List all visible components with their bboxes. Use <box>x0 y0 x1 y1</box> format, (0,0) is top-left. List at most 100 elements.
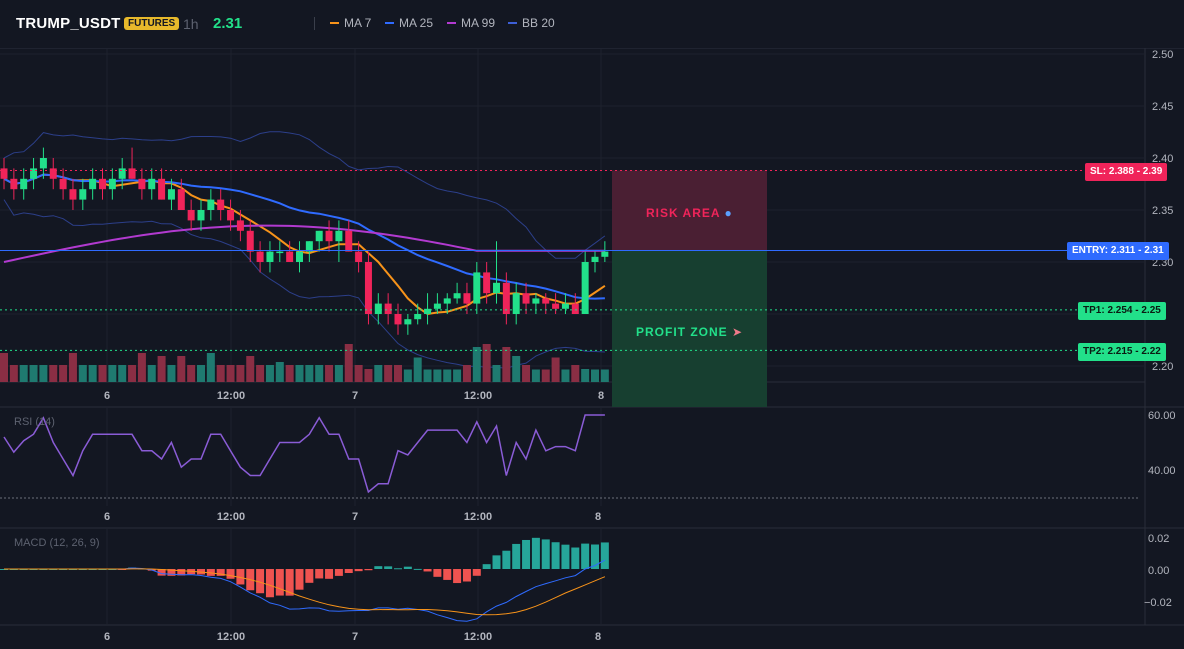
volume-bar <box>384 365 393 382</box>
trade-zones <box>612 170 767 407</box>
risk-area-label: RISK AREA ● <box>646 206 733 220</box>
volume-bar <box>59 365 68 382</box>
price-tick: 2.30 <box>1152 257 1173 269</box>
candle-body <box>10 178 18 190</box>
macd-histogram-bar <box>541 539 550 569</box>
volume-bars <box>0 344 609 382</box>
moving-averages <box>3 173 606 316</box>
time-axis-price: 6 12:00 7 12:00 8 <box>104 390 604 402</box>
volume-bar <box>88 365 97 382</box>
volume-bar <box>334 365 343 382</box>
time-axis-rsi: 6 12:00 7 12:00 8 <box>104 511 601 523</box>
price-tick: 2.35 <box>1152 205 1173 217</box>
macd-histogram-bar <box>177 569 186 576</box>
volume-bar <box>197 365 205 382</box>
macd-histogram-bar <box>492 555 501 569</box>
time-tick: 7 <box>352 390 358 402</box>
macd-histogram-bar <box>394 568 402 570</box>
candle-body <box>325 230 333 242</box>
time-tick: 12:00 <box>217 511 245 523</box>
candle-body <box>345 230 353 252</box>
candle-body <box>148 178 156 190</box>
macd-histogram-bar <box>364 569 373 571</box>
tp2-tag: TP2: 2.215 - 2.22 <box>1078 343 1166 361</box>
volume-bar <box>492 365 501 382</box>
volume-bar <box>354 365 363 382</box>
candle-body <box>364 262 372 314</box>
volume-bar <box>39 365 48 382</box>
volume-bar <box>462 365 471 382</box>
candle-body <box>276 251 284 254</box>
volume-bar <box>157 356 166 382</box>
candle-body <box>305 241 313 252</box>
symbol-name[interactable]: TRUMP_USDT <box>16 15 121 32</box>
candle-body <box>542 298 550 304</box>
legend-bb20[interactable]: BB 20 <box>508 16 555 30</box>
macd-histogram-bar <box>157 569 166 576</box>
legend-ma25-label: MA 25 <box>399 16 434 30</box>
bb20-swatch-icon <box>508 22 517 24</box>
macd-pane <box>0 537 609 622</box>
candle-body <box>601 251 609 257</box>
bb-lower-line <box>3 199 605 369</box>
volume-bar <box>108 365 117 382</box>
volume-bar <box>423 369 432 382</box>
candle-body <box>561 303 569 309</box>
volume-bar <box>177 356 186 382</box>
volume-bar <box>600 369 609 382</box>
candle-body <box>187 210 195 221</box>
volume-bar <box>49 365 58 382</box>
candle-body <box>236 220 244 231</box>
time-tick: 6 <box>104 390 110 402</box>
volume-bar <box>453 369 462 382</box>
macd-histogram-bar <box>482 564 491 569</box>
macd-histogram-bar <box>433 569 442 577</box>
macd-histogram-bar <box>581 543 590 569</box>
futures-badge: FUTURES <box>124 17 180 30</box>
macd-histogram-bar <box>236 569 245 585</box>
candle-body <box>453 293 461 299</box>
volume-bar <box>403 369 412 382</box>
volume-bar <box>472 347 481 382</box>
candle-body <box>394 314 402 325</box>
rsi-tick: 60.00 <box>1148 410 1176 422</box>
macd-histogram-bar <box>531 537 540 569</box>
shield-icon: ● <box>724 206 733 220</box>
legend-ma7[interactable]: MA 7 <box>330 16 371 30</box>
volume-bar <box>68 353 77 382</box>
candle-body <box>483 272 491 294</box>
volume-bar <box>285 365 294 382</box>
trade-levels <box>0 169 1145 351</box>
macd-histogram-bar <box>462 569 471 582</box>
candle-body <box>108 178 116 190</box>
macd-axis: 0.02 0.00 −0.02 <box>1144 533 1172 609</box>
candle-body <box>335 230 343 242</box>
candle-body <box>522 293 530 304</box>
macd-histogram-bar <box>216 569 225 576</box>
legend-ma99[interactable]: MA 99 <box>447 16 495 30</box>
header-divider <box>314 17 315 30</box>
volume-bar <box>374 365 383 382</box>
macd-histogram-bar <box>325 569 334 579</box>
macd-histogram-bar <box>502 550 511 569</box>
macd-histogram-bar <box>265 569 274 598</box>
volume-bar <box>522 365 531 382</box>
header-separator <box>0 48 1184 49</box>
volume-bar <box>246 356 255 382</box>
grid-lines <box>0 49 1145 625</box>
legend-ma25[interactable]: MA 25 <box>385 16 433 30</box>
candle-body <box>571 303 579 314</box>
macd-histogram-bar <box>591 544 599 569</box>
candle-body <box>89 178 97 190</box>
candle-body <box>246 230 254 252</box>
volume-bar <box>561 369 570 382</box>
timeframe-label[interactable]: 1h <box>183 16 199 32</box>
macd-histogram-bar <box>344 569 353 573</box>
macd-tick: 0.00 <box>1148 565 1169 577</box>
candle-body <box>424 308 432 314</box>
candle-body <box>20 178 28 190</box>
time-tick: 12:00 <box>217 631 245 643</box>
volume-bar <box>502 347 511 382</box>
macd-histogram-bar <box>384 566 393 569</box>
